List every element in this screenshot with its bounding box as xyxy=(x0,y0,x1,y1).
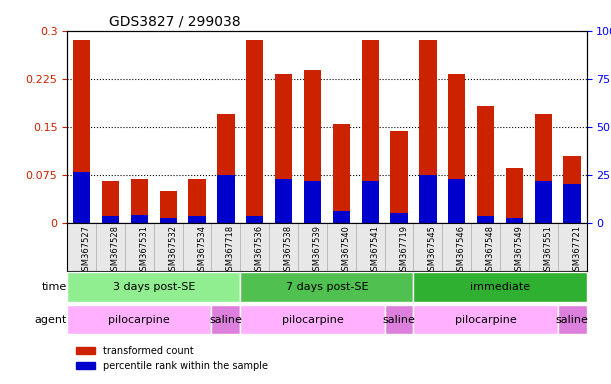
Bar xyxy=(332,211,350,223)
Text: GSM367538: GSM367538 xyxy=(284,225,293,276)
Text: pilocarpine: pilocarpine xyxy=(282,314,343,325)
Text: GSM367531: GSM367531 xyxy=(139,225,148,276)
FancyBboxPatch shape xyxy=(558,305,587,334)
Text: GSM367718: GSM367718 xyxy=(226,225,235,276)
Bar xyxy=(275,179,292,223)
Bar xyxy=(73,172,90,223)
FancyBboxPatch shape xyxy=(414,272,587,302)
Bar xyxy=(506,218,523,223)
Text: GSM367551: GSM367551 xyxy=(543,225,552,276)
Bar xyxy=(131,179,148,223)
Bar xyxy=(131,215,148,223)
Bar xyxy=(102,181,119,223)
Bar xyxy=(246,40,263,223)
Text: pilocarpine: pilocarpine xyxy=(109,314,170,325)
Text: GSM367541: GSM367541 xyxy=(370,225,379,276)
Bar xyxy=(535,181,552,223)
Bar xyxy=(419,175,436,223)
Text: GSM367540: GSM367540 xyxy=(342,225,350,276)
Text: GSM367545: GSM367545 xyxy=(428,225,437,276)
Text: GSM367546: GSM367546 xyxy=(456,225,466,276)
Bar xyxy=(563,156,581,223)
Text: time: time xyxy=(42,282,67,292)
Text: GSM367548: GSM367548 xyxy=(486,225,494,276)
Bar xyxy=(506,168,523,223)
Bar xyxy=(448,74,466,223)
FancyBboxPatch shape xyxy=(240,272,414,302)
Text: GSM367719: GSM367719 xyxy=(399,225,408,276)
Text: GSM367539: GSM367539 xyxy=(312,225,321,276)
Bar xyxy=(304,181,321,223)
Text: GSM367532: GSM367532 xyxy=(168,225,177,276)
Text: GSM367721: GSM367721 xyxy=(572,225,581,276)
Text: pilocarpine: pilocarpine xyxy=(455,314,516,325)
Text: 3 days post-SE: 3 days post-SE xyxy=(112,282,195,292)
Bar xyxy=(246,216,263,223)
Bar xyxy=(362,40,379,223)
Text: saline: saline xyxy=(210,314,243,325)
Text: GSM367534: GSM367534 xyxy=(197,225,206,276)
Bar xyxy=(332,124,350,223)
Bar xyxy=(563,184,581,223)
Bar xyxy=(390,131,408,223)
FancyBboxPatch shape xyxy=(414,305,558,334)
Text: agent: agent xyxy=(35,314,67,325)
Text: GSM367528: GSM367528 xyxy=(111,225,120,276)
Bar xyxy=(419,40,436,223)
Text: immediate: immediate xyxy=(470,282,530,292)
Text: GSM367536: GSM367536 xyxy=(255,225,264,276)
Bar xyxy=(218,114,235,223)
Bar xyxy=(159,218,177,223)
Legend: transformed count, percentile rank within the sample: transformed count, percentile rank withi… xyxy=(72,342,272,374)
Bar xyxy=(304,70,321,223)
Bar xyxy=(535,114,552,223)
Bar xyxy=(362,181,379,223)
Bar xyxy=(218,175,235,223)
Text: 7 days post-SE: 7 days post-SE xyxy=(285,282,368,292)
Bar xyxy=(102,216,119,223)
FancyBboxPatch shape xyxy=(211,305,240,334)
FancyBboxPatch shape xyxy=(67,272,240,302)
Bar xyxy=(188,179,206,223)
FancyBboxPatch shape xyxy=(384,305,414,334)
Text: saline: saline xyxy=(382,314,415,325)
Text: GSM367527: GSM367527 xyxy=(82,225,90,276)
FancyBboxPatch shape xyxy=(67,305,211,334)
Bar xyxy=(73,40,90,223)
Bar xyxy=(275,74,292,223)
Bar xyxy=(477,216,494,223)
Bar xyxy=(448,179,466,223)
Bar xyxy=(159,191,177,223)
Text: GDS3827 / 299038: GDS3827 / 299038 xyxy=(109,14,240,28)
Text: GSM367549: GSM367549 xyxy=(514,225,524,276)
Bar xyxy=(477,106,494,223)
Bar xyxy=(390,213,408,223)
FancyBboxPatch shape xyxy=(240,305,384,334)
Bar xyxy=(188,216,206,223)
Text: saline: saline xyxy=(555,314,588,325)
